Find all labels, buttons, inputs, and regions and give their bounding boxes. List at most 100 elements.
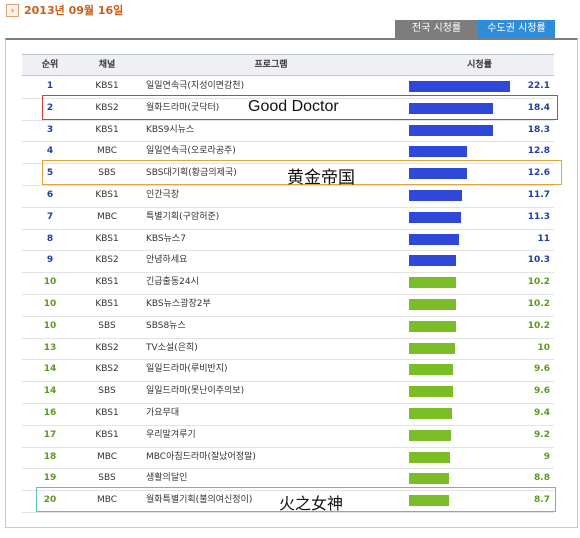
program-link[interactable]: KBS9시뉴스 bbox=[146, 124, 195, 135]
program-link[interactable]: KBS뉴스광장2부 bbox=[146, 299, 211, 309]
channel-cell: SBS bbox=[98, 386, 116, 397]
channel-cell: KBS1 bbox=[95, 408, 119, 418]
rating-bar bbox=[409, 364, 453, 376]
rating-value: 10.2 bbox=[527, 320, 550, 331]
rating-bar bbox=[409, 102, 493, 114]
rank-cell: 17 bbox=[43, 429, 57, 440]
header-rank: 순위 bbox=[41, 60, 59, 70]
rating-value: 9.4 bbox=[534, 408, 550, 418]
header-channel: 채널 bbox=[98, 60, 116, 70]
rating-value: 10 bbox=[537, 342, 550, 353]
channel-cell: MBC bbox=[96, 495, 118, 506]
rating-value: 12.6 bbox=[527, 168, 550, 179]
rank-cell: 10 bbox=[43, 277, 57, 288]
annotation-label: 黄金帝国 bbox=[287, 168, 355, 189]
annotation-label: 火之女神 bbox=[279, 494, 344, 514]
channel-cell: KBS2 bbox=[95, 255, 119, 266]
rating-bar bbox=[409, 190, 462, 201]
program-link[interactable]: 일일연속극(오로라공주) bbox=[146, 146, 236, 157]
channel-cell: MBC bbox=[96, 451, 118, 462]
rank-cell: 10 bbox=[43, 320, 57, 331]
channel-cell: KBS1 bbox=[95, 277, 119, 288]
channel-cell: KBS2 bbox=[95, 342, 119, 353]
table-row: 14 KBS2 일일드라마(루비반지) 9.6 bbox=[22, 359, 554, 383]
channel-cell: KBS1 bbox=[95, 124, 119, 135]
rating-value: 9.6 bbox=[534, 364, 550, 375]
program-link[interactable]: 일일드라마(루비반지) bbox=[146, 364, 228, 375]
annotation-box bbox=[42, 160, 562, 186]
annotation-box bbox=[42, 94, 558, 120]
program-link[interactable]: 우리말겨루기 bbox=[146, 429, 196, 440]
program-link[interactable]: SBS대기획(황금의제국) bbox=[146, 168, 237, 179]
table-row: 5 SBS SBS대기획(황금의제국) 12.6 bbox=[22, 163, 554, 186]
rating-bar bbox=[409, 495, 449, 507]
program-link[interactable]: 일일연속극(지성이면감천) bbox=[146, 81, 245, 91]
program-link[interactable]: 특별기획(구암허준) bbox=[146, 211, 220, 222]
rating-value: 9.6 bbox=[534, 386, 550, 397]
program-link[interactable]: 월화드라마(굿닥터) bbox=[146, 102, 220, 113]
table-row: 20 MBC 월화특별기획(불의여신정이) 8.7 bbox=[22, 490, 554, 513]
rating-value: 11 bbox=[537, 233, 550, 244]
rating-value: 9.2 bbox=[534, 429, 550, 440]
rating-value: 8.8 bbox=[534, 473, 550, 484]
rank-cell: 4 bbox=[46, 146, 54, 157]
tab-metro-ratings[interactable]: 수도권 시청률 bbox=[478, 20, 555, 38]
rating-value: 18.3 bbox=[527, 124, 550, 135]
table-header: 순위 채널 프로그램 시청률 bbox=[22, 54, 554, 76]
rating-value: 10.2 bbox=[527, 277, 550, 288]
rank-cell: 10 bbox=[43, 299, 57, 309]
date-label: 2013년 09월 16일 bbox=[24, 4, 124, 17]
channel-cell: KBS2 bbox=[95, 364, 119, 375]
rank-cell: 13 bbox=[43, 342, 57, 353]
table-row: 9 KBS2 안녕하세요 10.3 bbox=[22, 250, 554, 274]
rank-cell: 3 bbox=[46, 124, 54, 135]
channel-cell: MBC bbox=[96, 211, 118, 222]
program-link[interactable]: 안녕하세요 bbox=[146, 255, 188, 266]
program-link[interactable]: 가요무대 bbox=[146, 408, 180, 418]
rating-bar bbox=[409, 146, 467, 158]
program-link[interactable]: TV소설(은희) bbox=[146, 342, 198, 353]
header-program: 프로그램 bbox=[254, 60, 288, 70]
table-row: 14 SBS 일일드라마(못난이주의보) 9.6 bbox=[22, 381, 554, 404]
rating-bar bbox=[409, 81, 510, 92]
program-link[interactable]: KBS뉴스7 bbox=[146, 233, 186, 244]
table-row: 16 KBS1 가요무대 9.4 bbox=[22, 403, 554, 426]
rating-bar bbox=[409, 299, 456, 310]
table-row: 10 SBS SBS8뉴스 10.2 bbox=[22, 316, 554, 339]
arrow-right-icon: › bbox=[6, 3, 19, 17]
rank-cell: 14 bbox=[43, 386, 57, 397]
program-link[interactable]: 긴급출동24시 bbox=[146, 277, 199, 288]
rank-cell: 20 bbox=[43, 495, 57, 506]
rating-bar bbox=[409, 233, 459, 245]
table-row: 1 KBS1 일일연속극(지성이면감천) 22.1 bbox=[22, 76, 554, 99]
channel-cell: SBS bbox=[98, 168, 116, 179]
program-link[interactable]: 일일드라마(못난이주의보) bbox=[146, 386, 245, 397]
rank-cell: 9 bbox=[46, 255, 54, 266]
program-link[interactable]: 생활의달인 bbox=[146, 473, 188, 484]
program-link[interactable]: 월화특별기획(불의여신정이) bbox=[146, 495, 253, 506]
rank-cell: 19 bbox=[43, 473, 57, 484]
rating-value: 18.4 bbox=[527, 102, 550, 113]
table-row: 4 MBC 일일연속극(오로라공주) 12.8 bbox=[22, 141, 554, 165]
tab-national-ratings[interactable]: 전국 시청률 bbox=[395, 20, 478, 38]
channel-cell: KBS1 bbox=[95, 190, 119, 200]
channel-cell: KBS1 bbox=[95, 429, 119, 440]
channel-cell: KBS1 bbox=[95, 81, 119, 91]
rating-bar bbox=[409, 255, 456, 267]
rank-cell: 7 bbox=[46, 211, 54, 222]
program-link[interactable]: MBC아침드라마(잘났어정말) bbox=[146, 451, 256, 462]
rating-value: 22.1 bbox=[527, 81, 550, 91]
table-row: 10 KBS1 긴급출동24시 10.2 bbox=[22, 272, 554, 295]
table-row: 8 KBS1 KBS뉴스7 11 bbox=[22, 229, 554, 252]
rank-cell: 14 bbox=[43, 364, 57, 375]
table-row: 2 KBS2 월화드라마(굿닥터) 18.4 bbox=[22, 98, 554, 121]
program-link[interactable]: SBS8뉴스 bbox=[146, 320, 186, 331]
channel-cell: MBC bbox=[96, 146, 118, 157]
date-row: › 2013년 09월 16일 bbox=[6, 3, 123, 17]
program-link[interactable]: 인간극장 bbox=[146, 190, 180, 200]
rating-bar bbox=[409, 124, 493, 136]
table-row: 19 SBS 생활의달인 8.8 bbox=[22, 468, 554, 492]
channel-cell: KBS1 bbox=[95, 299, 119, 309]
annotation-label: Good Doctor bbox=[248, 97, 339, 115]
rank-cell: 16 bbox=[43, 408, 57, 418]
